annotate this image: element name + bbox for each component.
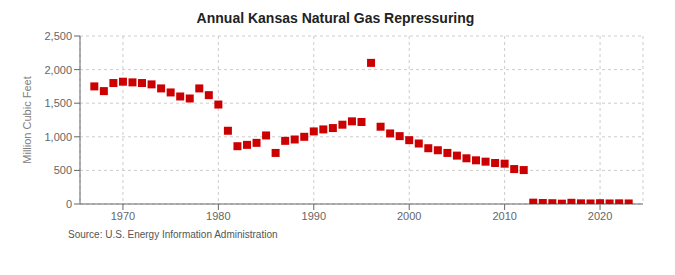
svg-text:0: 0	[66, 198, 72, 210]
svg-text:2,000: 2,000	[44, 64, 72, 76]
svg-text:1,500: 1,500	[44, 97, 72, 109]
svg-text:2000: 2000	[397, 210, 421, 222]
svg-text:500: 500	[54, 164, 72, 176]
svg-text:2010: 2010	[492, 210, 516, 222]
svg-text:1,000: 1,000	[44, 131, 72, 143]
svg-text:Million Cubic Feet: Million Cubic Feet	[21, 76, 33, 163]
html-text:Annual Kansas Natural Gas Repr: Annual Kansas Natural Gas Repressuring	[196, 10, 475, 26]
svg-text:2,500: 2,500	[44, 30, 72, 42]
svg-text:2020: 2020	[588, 210, 612, 222]
svg-text:1970: 1970	[111, 210, 135, 222]
html-text:Source: U.S. Energy Informatio: Source: U.S. Energy Information Administ…	[68, 229, 278, 240]
svg-text:1990: 1990	[302, 210, 326, 222]
svg-text:1980: 1980	[206, 210, 230, 222]
